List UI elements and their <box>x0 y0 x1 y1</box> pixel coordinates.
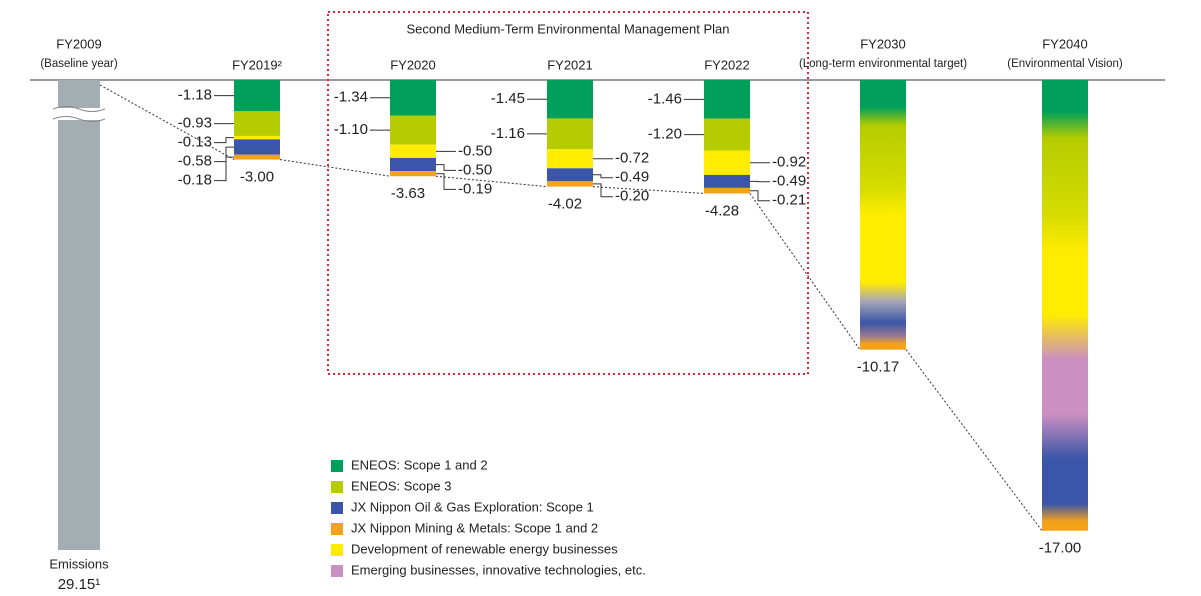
value-label: -1.45 <box>491 90 525 107</box>
bar-gradient <box>1042 80 1088 531</box>
bar-segment <box>390 157 436 172</box>
connector <box>592 186 705 194</box>
bar-segment <box>390 144 436 158</box>
category-label: FY2030 <box>860 36 906 51</box>
category-label: FY2040 <box>1042 36 1088 51</box>
baseline-bar <box>58 80 100 550</box>
legend-label: ENEOS: Scope 3 <box>351 478 451 493</box>
category-label: FY2019² <box>232 57 283 72</box>
value-label: -0.20 <box>615 188 649 205</box>
bar-segment <box>547 80 593 119</box>
bar-segment <box>390 115 436 145</box>
baseline-value: 29.15¹ <box>58 576 101 593</box>
leader-line <box>750 190 770 202</box>
bar-segment <box>704 174 750 188</box>
connector <box>435 175 548 188</box>
legend-swatch <box>331 460 343 472</box>
category-note: (Long-term environmental target) <box>799 58 967 70</box>
value-label: -0.13 <box>178 134 212 151</box>
leader-line <box>214 146 234 163</box>
axis-break <box>53 108 105 120</box>
legend-label: JX Nippon Mining & Metals: Scope 1 and 2 <box>351 520 598 535</box>
total-label: -4.28 <box>705 202 739 219</box>
leader-line <box>436 173 456 190</box>
legend-swatch <box>331 565 343 577</box>
legend-label: Emerging businesses, innovative technolo… <box>351 562 646 577</box>
leader-line <box>436 164 456 171</box>
connector <box>99 84 235 160</box>
value-label: -0.49 <box>772 173 806 190</box>
value-label: -1.16 <box>491 125 525 142</box>
value-label: -1.10 <box>334 121 368 138</box>
legend-swatch <box>331 523 343 535</box>
connector <box>905 349 1043 532</box>
category-note: (Baseline year) <box>40 58 118 70</box>
bar-segment <box>390 80 436 116</box>
legend-label: ENEOS: Scope 1 and 2 <box>351 457 488 472</box>
value-label: -1.34 <box>334 89 368 106</box>
value-label: -0.50 <box>458 142 492 159</box>
value-label: -0.49 <box>615 169 649 186</box>
value-label: -0.21 <box>772 192 806 209</box>
leader-line <box>214 137 234 144</box>
bar-segment <box>547 181 593 187</box>
plan-label: Second Medium-Term Environmental Managem… <box>407 21 730 36</box>
value-label: -0.72 <box>615 150 649 167</box>
bar-segment <box>704 150 750 175</box>
baseline-label: Emissions <box>49 556 109 571</box>
category-label: FY2021 <box>547 57 593 72</box>
plan-frame <box>327 11 809 375</box>
bar-segment <box>704 80 750 119</box>
axis-break-line <box>52 106 106 122</box>
value-label: -0.18 <box>178 172 212 189</box>
legend-swatch <box>331 481 343 493</box>
total-label: -4.02 <box>548 196 582 213</box>
bar-gradient <box>860 80 906 350</box>
leader-line <box>593 183 613 198</box>
connector <box>279 159 391 177</box>
legend-label: Development of renewable energy business… <box>351 541 618 556</box>
bar-segment <box>547 149 593 169</box>
total-label: -10.17 <box>857 359 900 376</box>
value-label: -0.92 <box>772 154 806 171</box>
category-note: (Environmental Vision) <box>1007 58 1123 70</box>
legend-swatch <box>331 544 343 556</box>
value-label: -0.50 <box>458 161 492 178</box>
bar-segment <box>234 80 280 112</box>
total-label: -17.00 <box>1039 540 1082 557</box>
legend-swatch <box>331 502 343 514</box>
value-label: -1.46 <box>648 90 682 107</box>
leader-line <box>214 156 234 182</box>
total-label: -3.00 <box>240 169 274 186</box>
bar-segment <box>234 139 280 155</box>
bar-segment <box>547 118 593 150</box>
bar-segment <box>234 154 280 160</box>
category-label: FY2020 <box>390 57 436 72</box>
bar-segment <box>547 168 593 182</box>
category-label: FY2022 <box>704 57 750 72</box>
bar-segment <box>390 171 436 177</box>
bar-segment <box>704 187 750 194</box>
value-label: -1.18 <box>178 87 212 104</box>
category-label: FY2009 <box>56 36 102 51</box>
value-label: -0.58 <box>178 153 212 170</box>
bar-segment <box>234 135 280 140</box>
leader-line <box>593 174 613 179</box>
connector <box>749 193 861 350</box>
value-label: -1.20 <box>648 126 682 143</box>
bar-segment <box>234 111 280 136</box>
value-label: -0.19 <box>458 180 492 197</box>
bar-segment <box>704 118 750 151</box>
total-label: -3.63 <box>391 185 425 202</box>
legend-label: JX Nippon Oil & Gas Exploration: Scope 1 <box>351 499 594 514</box>
value-label: -0.93 <box>178 115 212 132</box>
